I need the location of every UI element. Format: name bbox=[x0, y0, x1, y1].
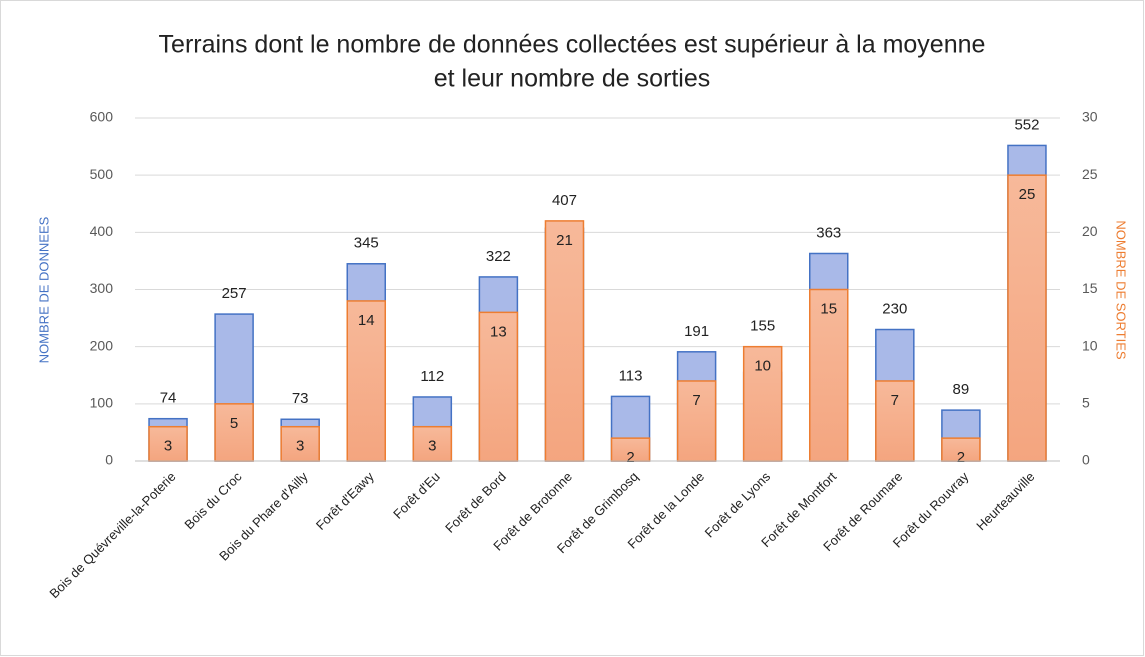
data-label: 25 bbox=[1019, 186, 1036, 203]
bar bbox=[809, 288, 849, 462]
data-label: 73 bbox=[292, 390, 309, 407]
data-label: 191 bbox=[684, 323, 709, 340]
data-label: 552 bbox=[1014, 116, 1039, 133]
y2-tick-label: 15 bbox=[1082, 280, 1098, 296]
data-label: 13 bbox=[490, 323, 507, 340]
data-label: 3 bbox=[428, 438, 436, 455]
data-label: 2 bbox=[626, 449, 634, 466]
y-axis-label: NOMBRE DE DONNEES bbox=[36, 216, 51, 363]
data-label: 322 bbox=[486, 248, 511, 265]
bar bbox=[412, 425, 453, 462]
y2-tick-label: 20 bbox=[1082, 223, 1098, 239]
data-label: 407 bbox=[552, 192, 577, 209]
y-tick-label: 600 bbox=[90, 109, 114, 125]
y-tick-label: 0 bbox=[105, 452, 113, 468]
bar bbox=[478, 311, 519, 462]
y-tick-label: 400 bbox=[90, 223, 114, 239]
bar bbox=[214, 403, 254, 462]
data-label: 113 bbox=[619, 367, 643, 384]
data-label: 10 bbox=[754, 358, 771, 375]
bar bbox=[875, 380, 915, 462]
bar bbox=[148, 425, 188, 462]
y2-tick-label: 5 bbox=[1082, 395, 1090, 411]
y2-tick-label: 10 bbox=[1082, 337, 1098, 353]
data-label: 21 bbox=[556, 232, 573, 249]
data-label: 257 bbox=[222, 285, 247, 302]
data-label: 230 bbox=[882, 300, 907, 317]
data-label: 3 bbox=[296, 438, 304, 455]
data-label: 3 bbox=[164, 438, 172, 455]
data-label: 15 bbox=[820, 300, 837, 317]
y-tick-label: 100 bbox=[90, 395, 114, 411]
data-label: 89 bbox=[953, 381, 970, 398]
bar bbox=[544, 220, 585, 462]
chart-title: Terrains dont le nombre de données colle… bbox=[159, 31, 986, 59]
data-label: 7 bbox=[692, 392, 700, 409]
y2-axis-label: NOMBRE DE SORTIES bbox=[1114, 220, 1129, 360]
data-label: 112 bbox=[420, 368, 444, 385]
data-label: 345 bbox=[354, 235, 379, 252]
data-label: 7 bbox=[891, 392, 899, 409]
data-label: 74 bbox=[160, 390, 177, 407]
chart-title: et leur nombre de sorties bbox=[434, 65, 711, 93]
data-label: 155 bbox=[750, 318, 775, 335]
y-tick-label: 300 bbox=[90, 280, 114, 296]
data-label: 14 bbox=[358, 312, 375, 329]
y-tick-label: 500 bbox=[90, 166, 114, 182]
bar bbox=[742, 345, 783, 462]
data-label: 5 bbox=[230, 415, 238, 432]
y-tick-label: 200 bbox=[90, 337, 114, 353]
y2-tick-label: 25 bbox=[1082, 166, 1098, 182]
y2-tick-label: 30 bbox=[1082, 109, 1098, 125]
data-label: 2 bbox=[957, 449, 965, 466]
bar bbox=[1007, 174, 1047, 462]
data-label: 363 bbox=[816, 224, 841, 241]
y2-tick-label: 0 bbox=[1082, 452, 1090, 468]
